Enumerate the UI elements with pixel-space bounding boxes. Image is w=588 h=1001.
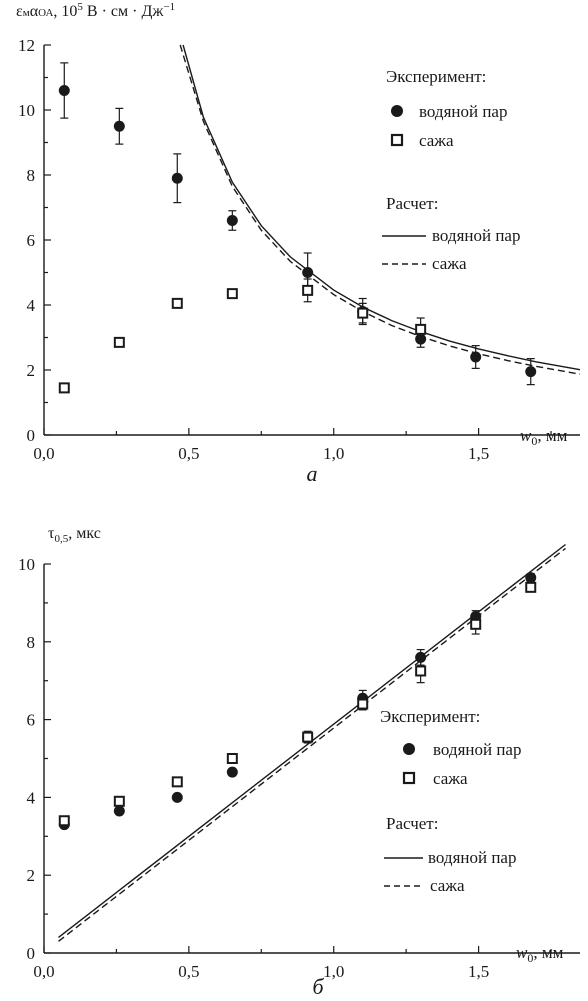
data-point xyxy=(226,766,238,778)
legend-calculation-header: Расчет: xyxy=(386,194,438,213)
y-tick-label: 12 xyxy=(18,36,35,55)
legend-soot-exp-label: сажа xyxy=(433,769,468,788)
legend-open-square-marker xyxy=(402,771,416,785)
data-point xyxy=(58,382,70,394)
x-tick-label: 1,0 xyxy=(323,962,344,981)
y-tick-label: 10 xyxy=(18,101,35,120)
water-calc-curve xyxy=(182,44,581,371)
x-tick-label: 1,0 xyxy=(323,444,344,463)
legend-water-calc-label: водяной пар xyxy=(432,226,520,245)
legend-open-square-marker xyxy=(390,133,404,147)
legend-soot-calc-label: сажа xyxy=(432,254,467,273)
data-point xyxy=(357,307,369,319)
legend-filled-circle-marker xyxy=(403,743,415,755)
panel-b-chart: τ0,5, мкс w0, мм б Эксперимент: водяной … xyxy=(18,525,580,999)
x-tick-label: 0,5 xyxy=(178,962,199,981)
data-point xyxy=(226,753,238,764)
legend-soot-calc-label: сажа xyxy=(430,876,465,895)
data-point xyxy=(302,284,314,296)
x-tick-label: 0,0 xyxy=(33,962,54,981)
panel-a-chart: εмαОА, 105 В · см · Дж−1 w0, мм а Экспер… xyxy=(16,1,581,486)
data-point xyxy=(113,795,125,807)
data-point xyxy=(113,336,125,348)
data-point xyxy=(302,731,314,743)
water-exp-points xyxy=(58,572,537,831)
svg-text:w0, мм: w0, мм xyxy=(516,943,564,965)
soot-calc-curve xyxy=(179,44,581,375)
legend-soot-exp-label: сажа xyxy=(419,131,454,150)
data-point xyxy=(171,297,183,309)
legend-water-exp-label: водяной пар xyxy=(433,740,521,759)
x-tick-label: 1,5 xyxy=(468,962,489,981)
legend-calculation-header: Расчет: xyxy=(386,814,438,833)
data-point xyxy=(226,288,238,300)
data-point xyxy=(113,805,125,817)
soot-calc-curve xyxy=(58,547,566,942)
data-point xyxy=(525,366,537,378)
panel-b-axes: 0,0 0,5 1,0 1,5 0 2 4 6 8 10 xyxy=(18,555,580,981)
data-point xyxy=(415,665,427,677)
data-point xyxy=(525,581,537,593)
legend-experiment-header: Эксперимент: xyxy=(380,707,480,726)
data-point xyxy=(357,698,369,710)
data-point xyxy=(415,323,427,335)
svg-text:εмαОА, 105 В · см · Дж−1: εмαОА, 105 В · см · Дж−1 xyxy=(16,1,175,20)
panel-b-x-axis-label: w0, мм xyxy=(516,943,564,965)
y-tick-label: 8 xyxy=(27,633,36,652)
svg-text:τ0,5, мкс: τ0,5, мкс xyxy=(48,525,101,545)
data-point xyxy=(58,815,70,827)
data-point xyxy=(415,651,427,663)
data-point xyxy=(171,776,183,788)
data-point xyxy=(525,572,537,584)
y-tick-label: 6 xyxy=(27,231,36,250)
panel-a-label: а xyxy=(307,461,318,486)
data-point xyxy=(58,85,70,96)
soot-exp-points xyxy=(58,581,537,827)
data-point xyxy=(171,172,183,184)
y-tick-label: 4 xyxy=(27,296,36,315)
legend-water-exp-label: водяной пар xyxy=(419,102,507,121)
x-tick-label: 0,0 xyxy=(33,444,54,463)
y-tick-label: 6 xyxy=(27,711,36,730)
y-tick-label: 0 xyxy=(27,944,36,963)
y-tick-label: 2 xyxy=(27,361,36,380)
y-tick-label: 8 xyxy=(27,166,36,185)
x-tick-label: 0,5 xyxy=(178,444,199,463)
panel-a-x-axis-label: w0, мм xyxy=(520,426,568,448)
svg-text:w0, мм: w0, мм xyxy=(520,426,568,448)
y-tick-label: 2 xyxy=(27,866,36,885)
data-point xyxy=(171,791,183,803)
data-point xyxy=(302,267,314,278)
panel-b-y-axis-label: τ0,5, мкс xyxy=(48,525,101,545)
y-tick-label: 0 xyxy=(27,426,36,445)
panel-b-legend: Эксперимент: водяной пар сажа Расчет: во… xyxy=(380,707,521,895)
data-point xyxy=(226,215,238,226)
y-tick-label: 10 xyxy=(18,555,35,574)
panel-a-y-axis-label: εмαОА, 105 В · см · Дж−1 xyxy=(16,1,175,20)
legend-water-calc-label: водяной пар xyxy=(428,848,516,867)
panel-a-axes: 0,0 0,5 1,0 1,5 0 2 4 6 8 10 12 xyxy=(18,36,580,463)
data-point xyxy=(470,618,482,630)
legend-experiment-header: Эксперимент: xyxy=(386,67,486,86)
y-tick-label: 4 xyxy=(27,788,36,807)
data-point xyxy=(113,120,125,132)
x-tick-label: 1,5 xyxy=(468,444,489,463)
data-point xyxy=(470,351,482,363)
soot-exp-points xyxy=(58,278,427,394)
legend-filled-circle-marker xyxy=(391,105,403,117)
panel-b-label: б xyxy=(312,974,324,999)
panel-a-legend: Эксперимент: водяной пар сажа Расчет: во… xyxy=(382,67,520,273)
